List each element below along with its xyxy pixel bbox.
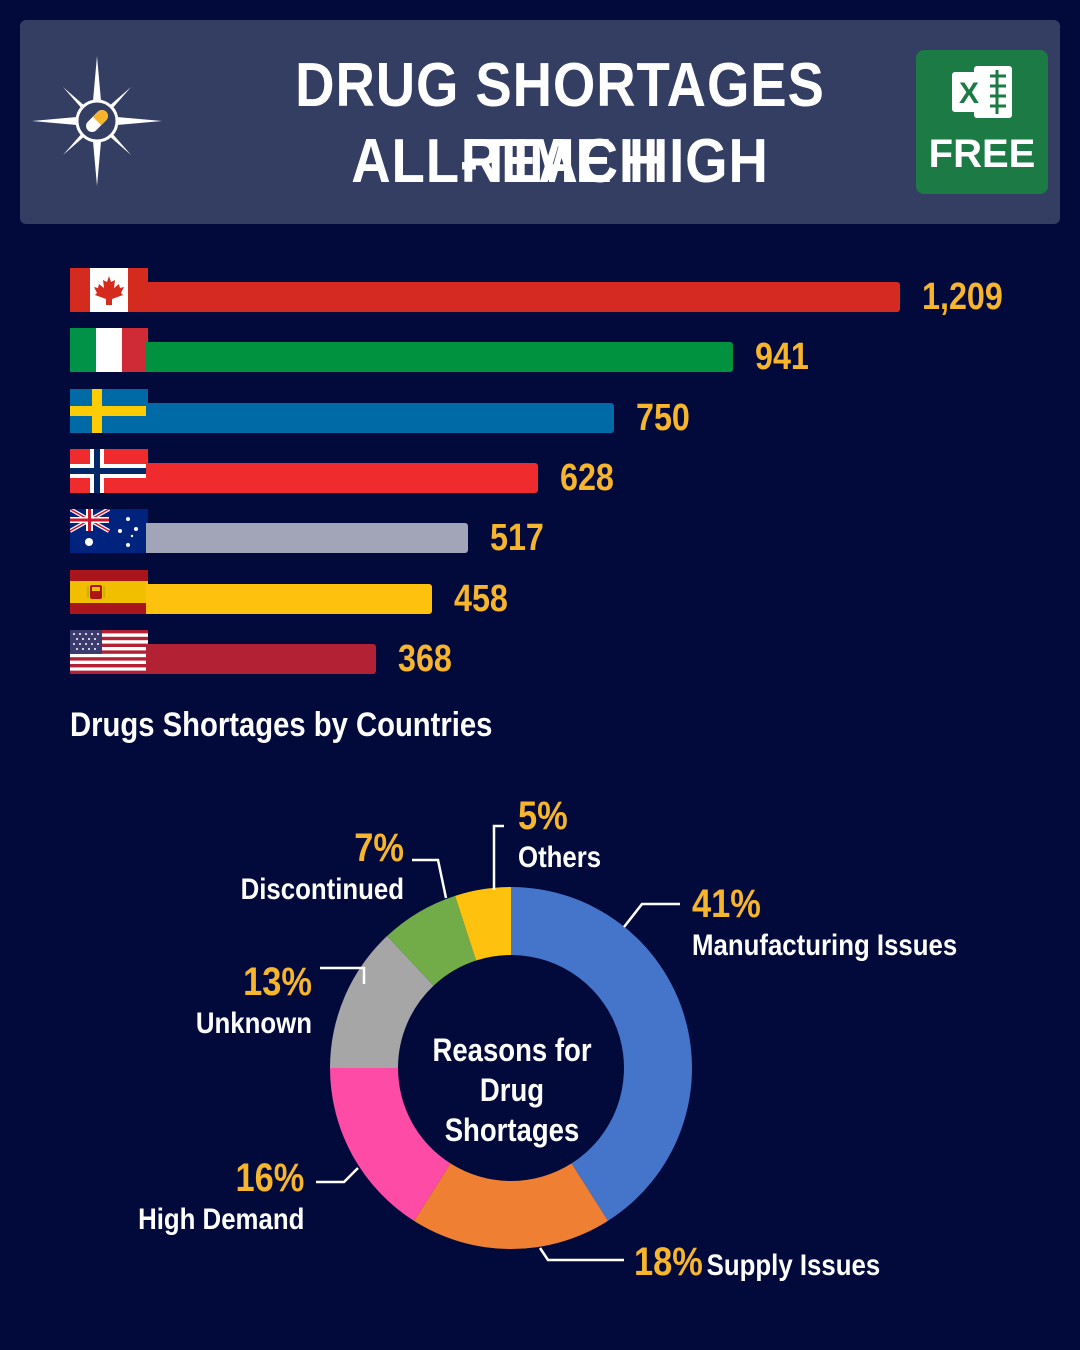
donut-slice-manufacturing-issues (511, 887, 692, 1221)
leader-line-supply (538, 1247, 624, 1262)
italy-flag-icon (70, 328, 148, 372)
slice-name: High Demand (137, 1203, 304, 1236)
page-title-line2: ALL-TIME HIGH (351, 127, 769, 196)
excel-free-badge[interactable]: X FREE (916, 50, 1048, 194)
slice-pct: 16% (235, 1156, 304, 1200)
bar-value-label: 458 (454, 578, 508, 620)
bar-value-label: 1,209 (922, 276, 1003, 318)
bar-value-label: 368 (398, 638, 452, 680)
slice-pct: 18% (634, 1240, 703, 1284)
bar-norway (146, 463, 538, 493)
slice-label-discontinued: 7% Discontinued (241, 826, 404, 910)
donut-slice-supply-issues (414, 1163, 608, 1249)
excel-icon: X (952, 66, 1012, 118)
bar-value-label: 517 (490, 517, 544, 559)
slice-label-manufacturing: 41% Manufacturing Issues (692, 882, 957, 966)
leader-line-manufacturing (623, 902, 680, 928)
leader-line-high-demand (316, 1167, 359, 1184)
badge-label: FREE (928, 132, 1036, 176)
usa-flag-icon (70, 630, 148, 674)
canada-flag-icon (70, 268, 148, 312)
bar-sweden (146, 403, 614, 433)
bar-australia (146, 523, 468, 553)
sweden-flag-icon (70, 389, 148, 433)
bar-spain (146, 584, 432, 614)
slice-name: Unknown (195, 1007, 312, 1040)
slice-name: Supply Issues (706, 1249, 881, 1282)
donut-center-line1: Reasons for (432, 1032, 592, 1068)
donut-center-label: Reasons for Drug Shortages (409, 1030, 615, 1150)
excel-logo-letter: X (959, 77, 979, 110)
donut-center-line2: Drug Shortages (444, 1072, 580, 1148)
slice-label-supply: 18% Supply Issues (634, 1240, 880, 1285)
leader-line-others (492, 824, 504, 890)
slice-label-high-demand: 16% High Demand (138, 1156, 304, 1240)
bar-value-label: 941 (755, 336, 809, 378)
bar-united-states (146, 644, 376, 674)
leader-lines (316, 824, 680, 1262)
bar-canada (146, 282, 900, 312)
donut-slice-discontinued (387, 895, 477, 986)
slice-pct: 7% (354, 826, 404, 870)
bar-chart-title: Drugs Shortages by Countries (70, 706, 493, 744)
slice-name: Others (518, 841, 602, 874)
slice-label-others: 5% Others (518, 794, 601, 878)
donut-slice-others (455, 887, 511, 961)
bar-value-label: 628 (560, 457, 614, 499)
slice-name: Discontinued (240, 873, 404, 906)
leader-line-unknown (320, 966, 366, 984)
slice-pct: 5% (518, 794, 568, 838)
compass-pill-icon (32, 56, 162, 186)
donut-slice-unknown (330, 936, 434, 1068)
donut-slice-high-demand (330, 1068, 451, 1221)
spain-flag-icon (70, 570, 148, 614)
leader-line-discontinued (412, 858, 448, 899)
slice-pct: 41% (692, 882, 761, 926)
slice-pct: 13% (243, 960, 312, 1004)
header-banner: DRUG SHORTAGES REACH ALL-TIME HIGH X FRE… (20, 20, 1060, 224)
page-title-line1: DRUG SHORTAGES REACH (295, 51, 825, 196)
slice-label-unknown: 13% Unknown (196, 960, 312, 1044)
bar-italy (146, 342, 733, 372)
bar-value-label: 750 (636, 397, 690, 439)
australia-flag-icon (70, 509, 148, 553)
norway-flag-icon (70, 449, 148, 493)
slice-name: Manufacturing Issues (692, 929, 958, 962)
donut-chart (316, 824, 692, 1262)
